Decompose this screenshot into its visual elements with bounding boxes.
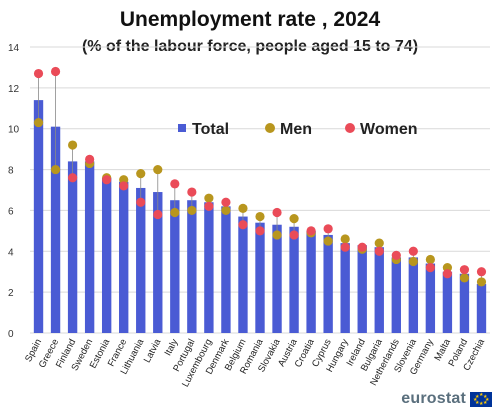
y-tick-label: 10 [8, 125, 20, 136]
point-men [33, 117, 44, 128]
point-women [67, 173, 78, 183]
point-women [119, 181, 129, 191]
point-men [187, 205, 197, 216]
bar-total [50, 126, 61, 334]
bar-total [306, 230, 316, 333]
point-women [238, 220, 248, 230]
bar-total [425, 263, 436, 333]
point-women [476, 267, 487, 277]
y-tick-label: 0 [8, 329, 14, 340]
y-tick-label: 2 [8, 288, 14, 299]
point-men [476, 277, 487, 287]
y-tick-label: 14 [8, 43, 20, 54]
logo-text: eurostat [401, 390, 466, 407]
point-men [323, 236, 333, 246]
point-men [170, 207, 180, 218]
x-tick-label: Latvia [142, 337, 164, 365]
point-women [50, 66, 61, 77]
point-men [221, 205, 231, 216]
y-tick-label: 4 [8, 247, 14, 258]
legend-marker-men [265, 123, 275, 133]
bar-total [391, 257, 401, 333]
point-women [357, 242, 367, 252]
point-men [289, 214, 299, 224]
bar-total [136, 187, 146, 333]
point-women [272, 207, 282, 218]
bar-total [238, 216, 248, 333]
eu-flag-icon: ★ ★ ★ ★ ★ ★ ★ ★ [470, 391, 492, 407]
legend-label-total: Total [192, 121, 229, 138]
legend-marker-women [345, 123, 355, 133]
bar-total [221, 206, 231, 333]
point-women [85, 154, 95, 164]
point-women [187, 187, 197, 197]
bar-total [67, 161, 78, 333]
point-men [67, 140, 78, 150]
bar-total [204, 202, 214, 333]
point-women [306, 226, 316, 236]
bar-total [84, 161, 95, 333]
point-women [255, 226, 265, 236]
point-women [33, 68, 44, 79]
bar-total [101, 177, 112, 333]
point-men [238, 203, 248, 213]
bar-total [255, 222, 265, 333]
point-women [170, 179, 180, 189]
bar-total [408, 257, 419, 333]
bar-total [153, 192, 163, 333]
point-women [425, 263, 435, 273]
legend-label-men: Men [280, 121, 312, 138]
point-women [221, 197, 231, 207]
bar-total [33, 100, 44, 333]
point-men [408, 256, 418, 267]
point-men [340, 234, 350, 244]
point-women [442, 269, 453, 279]
bar-total [459, 273, 470, 333]
point-women [459, 265, 470, 275]
point-women [323, 224, 333, 234]
bar-total [170, 200, 180, 333]
point-women [204, 201, 214, 211]
legend-label-women: Women [360, 121, 417, 138]
bar-total [289, 226, 299, 333]
point-men [272, 230, 282, 240]
point-women [102, 175, 112, 185]
point-women [153, 209, 163, 220]
point-women [408, 246, 418, 256]
bar-total [187, 200, 197, 333]
chart-title: Unemployment rate , 2024 [119, 8, 381, 31]
bar-total [119, 181, 129, 333]
point-women [391, 250, 401, 260]
legend-marker-total [178, 124, 186, 132]
point-men [153, 164, 163, 175]
point-women [340, 242, 350, 252]
point-men [255, 211, 265, 222]
point-women [136, 197, 146, 207]
bar-total [374, 247, 384, 333]
eurostat-logo: eurostat ★ ★ ★ ★ ★ ★ ★ ★ [401, 390, 492, 408]
point-women [374, 246, 384, 256]
point-men [374, 238, 384, 248]
point-men [425, 254, 435, 265]
y-tick-label: 12 [8, 84, 20, 95]
point-men [50, 164, 61, 175]
y-tick-label: 8 [8, 166, 14, 177]
bar-total [442, 271, 453, 333]
y-tick-label: 6 [8, 206, 14, 217]
bar-total [476, 283, 487, 333]
point-men [136, 169, 146, 179]
bar-total [340, 243, 350, 333]
bar-total [357, 245, 367, 333]
point-men [459, 273, 470, 283]
bar-total [323, 234, 333, 333]
point-men [204, 193, 214, 203]
point-women [289, 230, 299, 240]
bar-total [272, 224, 282, 333]
